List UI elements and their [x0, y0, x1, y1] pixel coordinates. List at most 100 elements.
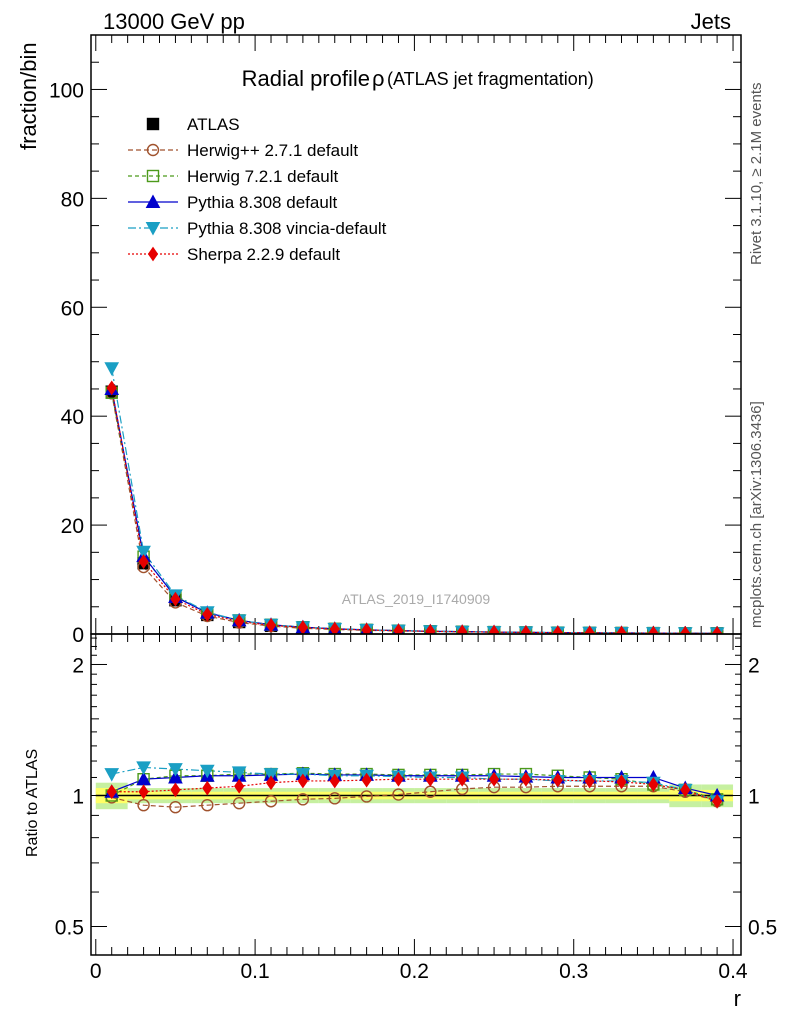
legend-marker-herwig7 [146, 169, 160, 183]
plot-title: Radial profile [242, 66, 370, 91]
legend-marker-sherpa [147, 246, 159, 262]
legend-item-pythia: Pythia 8.308 default [128, 193, 338, 212]
ratio-point-sherpa [265, 775, 277, 791]
main-ytick-label: 20 [61, 515, 84, 538]
ratio-ytick-label: 2 [72, 654, 84, 677]
ratio-point-sherpa [361, 772, 372, 788]
ratio-point-sherpa [648, 777, 659, 792]
ratio-point-herwigpp [264, 795, 278, 808]
data-point-sherpa [170, 591, 181, 607]
ratio-xtick-label: 0.1 [240, 960, 269, 983]
data-point-vincia [104, 362, 120, 376]
data-point-sherpa [680, 625, 691, 634]
ratio-frame [90, 633, 742, 956]
legend: ATLAS Herwig++ 2.7.1 default Herwig 7.2.1 … [128, 115, 387, 264]
ratio-point-sherpa [488, 771, 500, 787]
data-point-sherpa [202, 607, 213, 622]
ratio-panel: 0.5 0.5 1 1 2 2 0 0.1 0.2 0.3 0.4 [55, 633, 777, 983]
main-ytick-label: 60 [61, 297, 84, 320]
main-ytick-label: 40 [61, 406, 84, 429]
data-point-sherpa [106, 380, 117, 396]
ratio-point-sherpa [170, 782, 181, 798]
ratio-point-sherpa [616, 774, 627, 790]
legend-label: ATLAS [187, 115, 240, 134]
ratio-point-vincia [136, 761, 151, 775]
ratio-xtick-label: 0 [90, 960, 102, 983]
data-point-sherpa [520, 625, 532, 634]
ratio-point-herwigpp [392, 788, 405, 801]
legend-item-atlas: ATLAS [146, 115, 240, 134]
ratio-point-sherpa [457, 771, 468, 787]
ratio-point-herwigpp [328, 792, 341, 805]
legend-marker-herwigpp [146, 143, 160, 157]
data-point-sherpa [393, 623, 404, 634]
ratio-point-herwigpp [169, 800, 182, 814]
data-point-sherpa [711, 626, 723, 634]
data-point-sherpa [648, 625, 659, 634]
ratio-point-sherpa [711, 793, 723, 809]
data-point-sherpa [425, 623, 436, 634]
ratio-point-sherpa [393, 771, 404, 787]
data-point-sherpa [488, 624, 500, 634]
analysis-watermark: ATLAS_2019_I1740909 [342, 591, 491, 607]
ratio-point-sherpa [234, 778, 245, 794]
data-point-sherpa [265, 617, 277, 633]
main-series-group [104, 362, 725, 634]
ratio-ytick-label-right: 0.5 [748, 916, 777, 939]
energy-label: 13000 GeV pp [103, 9, 245, 34]
ratio-ytick-label-right: 2 [748, 654, 760, 677]
ratio-point-vincia [231, 766, 247, 780]
plot-title-symbol: ρ [372, 66, 385, 91]
legend-item-herwigpp: Herwig++ 2.7.1 default [128, 141, 358, 160]
ratio-ylabel: Ratio to ATLAS [24, 749, 41, 857]
main-panel: 0 20 40 60 80 100 [49, 34, 742, 647]
main-ylabel: fraction/bin [16, 42, 41, 150]
ratio-point-sherpa [680, 782, 691, 798]
ratio-point-sherpa [584, 773, 595, 789]
legend-marker-pythia [145, 194, 161, 208]
ratio-point-herwigpp [360, 790, 373, 803]
ratio-ytick-label: 1 [72, 785, 84, 808]
ratio-point-sherpa [202, 780, 213, 796]
process-label: Jets [691, 9, 731, 34]
data-point-sherpa [584, 625, 595, 634]
ratio-point-vincia [199, 764, 215, 779]
data-point-sherpa [361, 622, 372, 634]
ratio-point-vincia [104, 768, 120, 782]
series-line-sherpa [111, 387, 718, 634]
legend-item-sherpa: Sherpa 2.2.9 default [128, 245, 340, 264]
ratio-point-sherpa [520, 771, 532, 787]
legend-marker-vincia [145, 222, 161, 236]
main-ytick-label: 80 [61, 188, 84, 211]
data-point-sherpa [234, 614, 245, 629]
legend-label: Herwig 7.2.1 default [187, 167, 338, 186]
legend-item-vincia: Pythia 8.308 vincia-default [128, 219, 387, 238]
ratio-point-sherpa [425, 771, 436, 787]
legend-label: Pythia 8.308 vincia-default [187, 219, 387, 238]
ratio-point-herwigpp [201, 798, 214, 812]
ratio-xtick-label: 0.2 [400, 960, 429, 983]
ratio-point-sherpa [297, 773, 308, 789]
ratio-point-sherpa [138, 784, 149, 800]
legend-label: Pythia 8.308 default [187, 193, 338, 212]
ratio-xtick-label: 0.3 [559, 960, 588, 983]
data-point-sherpa [138, 554, 149, 569]
ratio-series-group [95, 761, 734, 814]
ratio-point-vincia [263, 768, 279, 782]
plot-subtitle: (ATLAS jet fragmentation) [387, 69, 594, 89]
ratio-point-herwigpp [137, 798, 150, 812]
ratio-ytick-label-right: 1 [748, 785, 760, 808]
ratio-ytick-label: 0.5 [55, 916, 84, 939]
ratio-xtick-label: 0.4 [718, 960, 748, 983]
ratio-point-herwigpp [296, 793, 310, 806]
data-point-vincia [136, 545, 151, 560]
data-point-sherpa [457, 624, 468, 634]
legend-marker-atlas [146, 117, 160, 131]
data-point-sherpa [552, 625, 563, 634]
data-point-sherpa [329, 621, 340, 634]
ratio-point-sherpa [552, 772, 563, 788]
data-point-sherpa [616, 625, 627, 634]
ratio-point-vincia [168, 763, 183, 777]
ratio-point-sherpa [329, 773, 340, 789]
